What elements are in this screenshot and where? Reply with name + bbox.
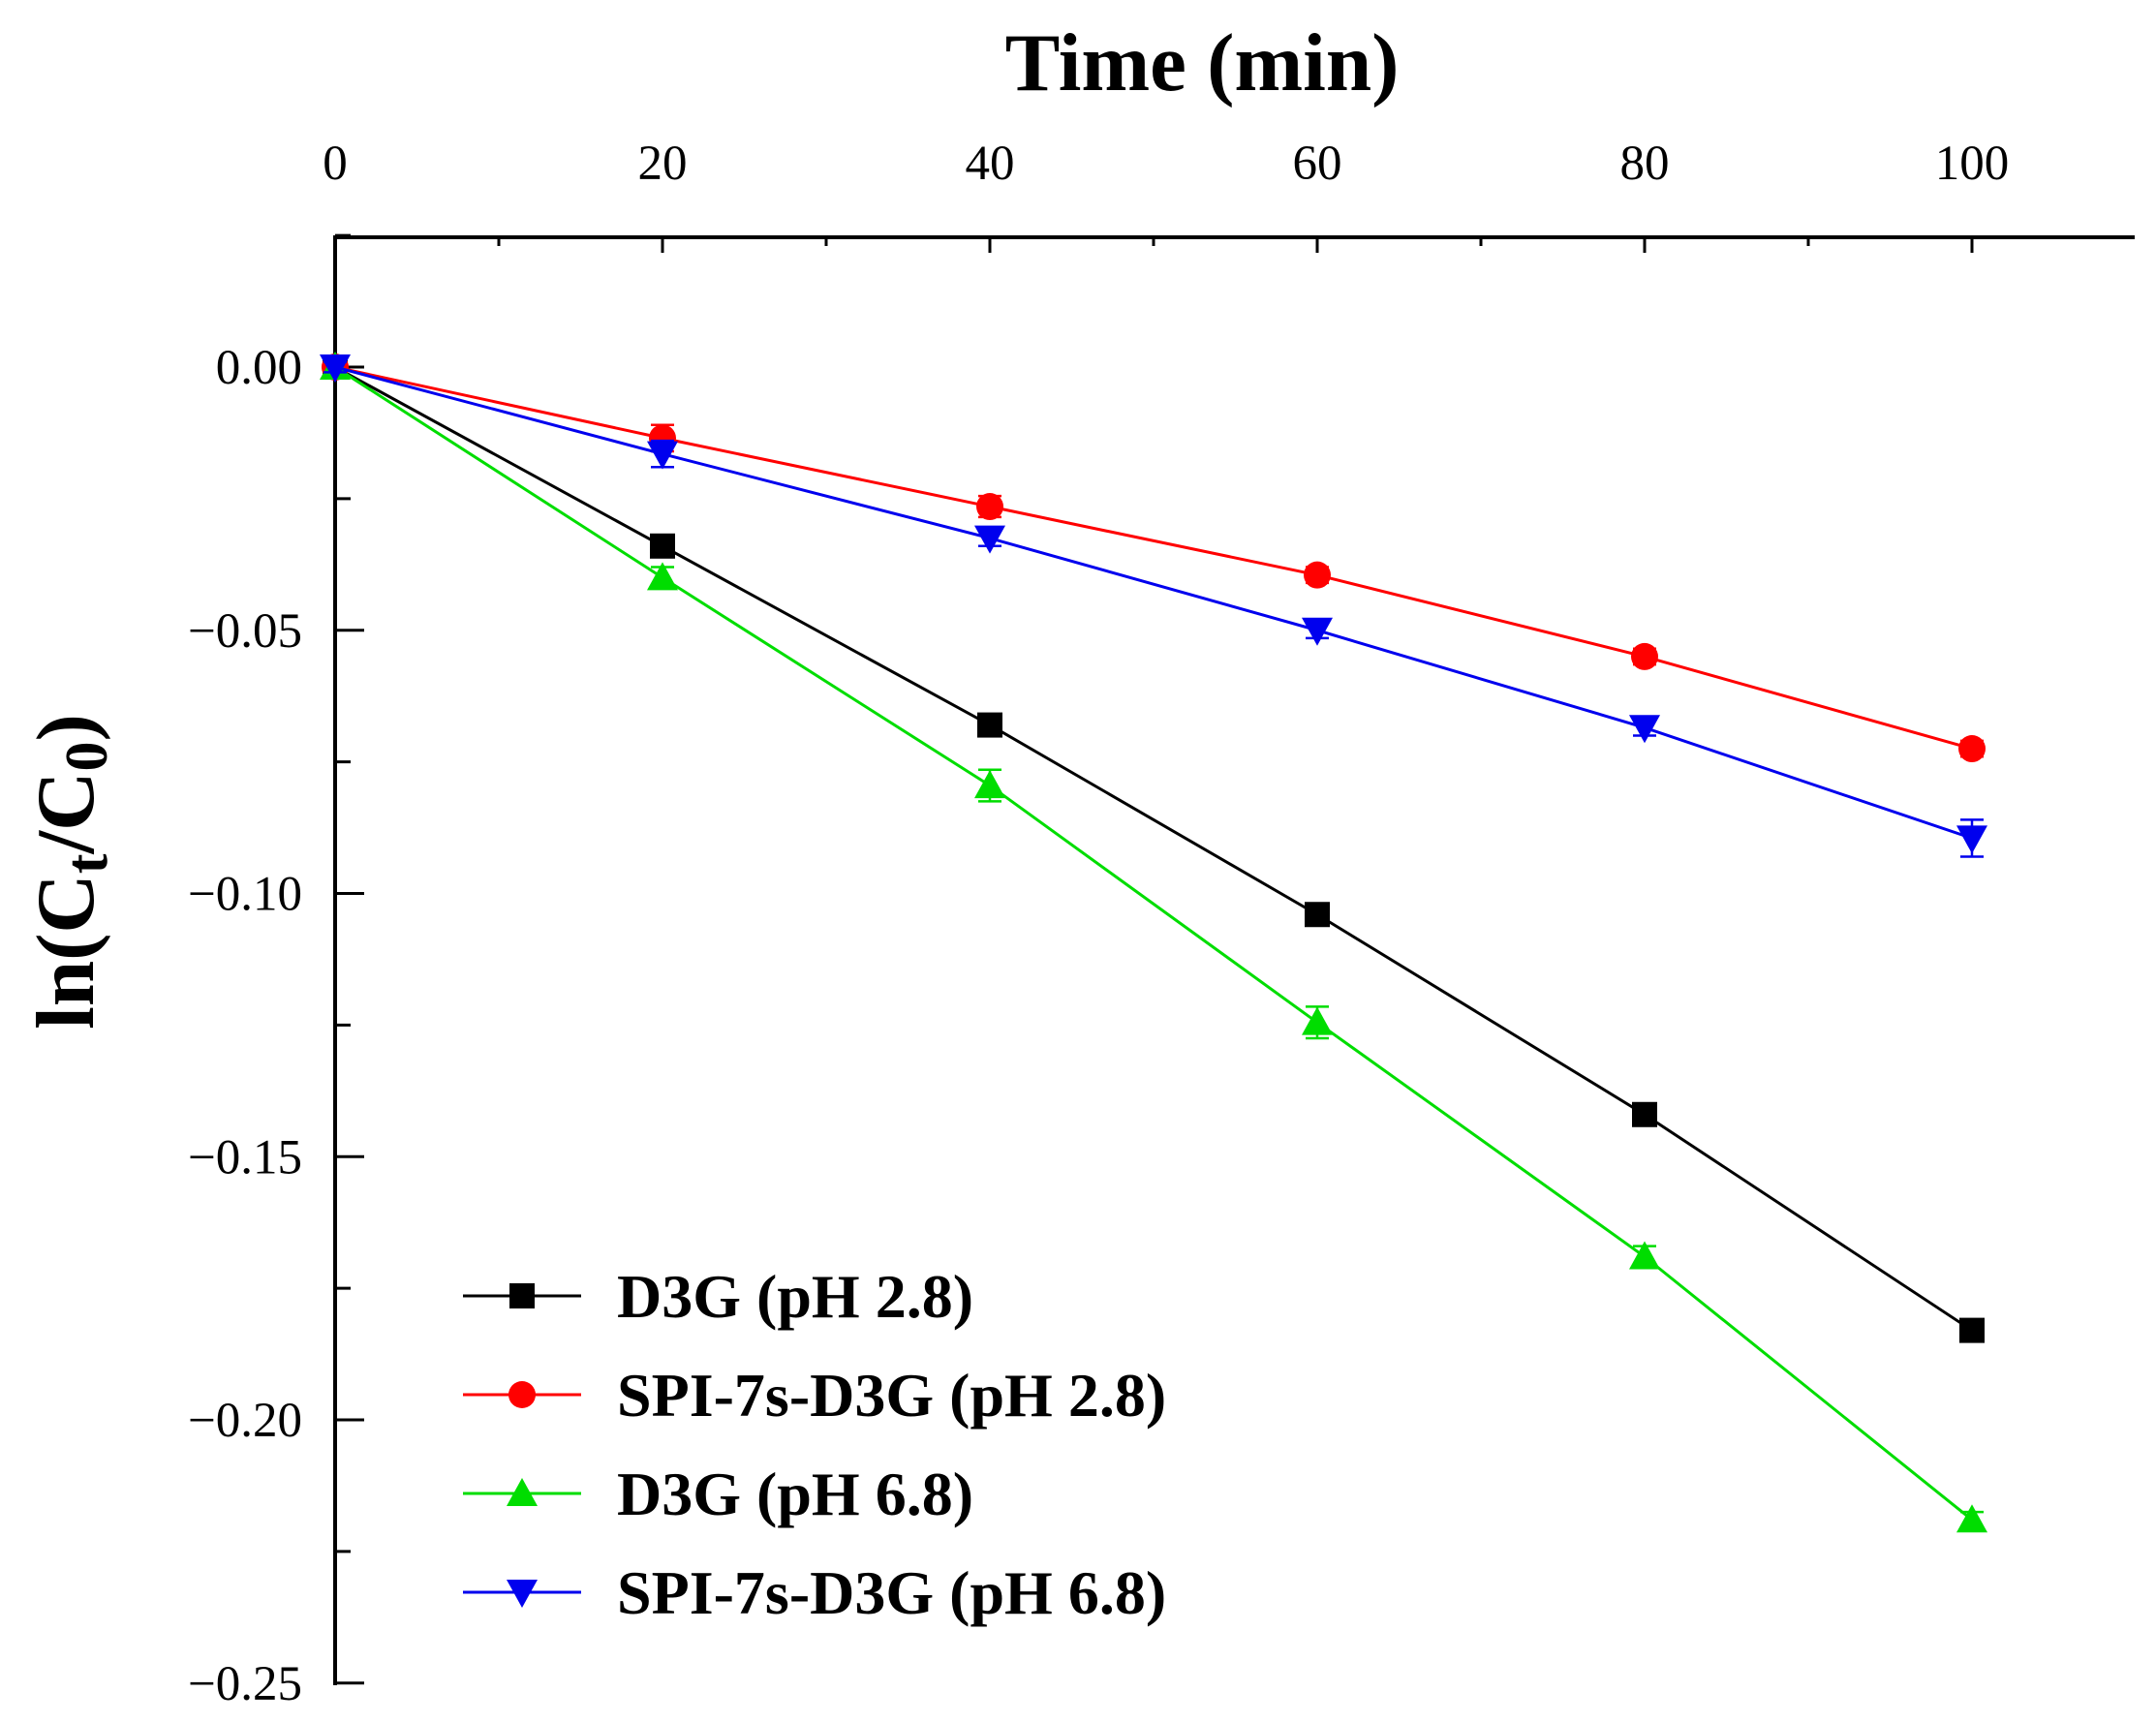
legend-label: SPI-7s-D3G (pH 6.8) [617, 1558, 1166, 1627]
data-point [320, 354, 351, 383]
series-3 [320, 352, 1987, 1533]
series-1 [323, 354, 1985, 1343]
data-point [1956, 825, 1987, 854]
x-tick-label: 40 [966, 137, 1015, 191]
legend-marker [507, 1580, 538, 1608]
y-axis-title-middle: /C [20, 772, 111, 855]
data-point [647, 441, 678, 470]
y-tick-label: −0.15 [188, 1130, 302, 1185]
y-axis-title: ln(Ct/C0) [20, 714, 120, 1030]
data-point [976, 493, 1003, 521]
legend-label: D3G (pH 2.8) [617, 1262, 973, 1331]
data-point [1959, 1317, 1985, 1343]
x-tick-label: 100 [1935, 137, 2010, 191]
y-axis-title-prefix: ln(C [20, 874, 111, 1030]
series-layer [320, 352, 1987, 1533]
legend-label: D3G (pH 6.8) [617, 1460, 973, 1528]
svg-text:ln(Ct/C0): ln(Ct/C0) [20, 714, 120, 1030]
data-point [974, 770, 1005, 799]
data-point [650, 533, 675, 559]
x-ticks: 0 20 40 60 80 100 [323, 137, 2009, 253]
data-point [1302, 1006, 1333, 1035]
legend: D3G (pH 2.8) SPI-7s-D3G (pH 2.8) D3G (pH 6… [463, 1262, 1166, 1627]
series-line [334, 365, 1973, 751]
x-tick-label: 60 [1293, 137, 1342, 191]
series-line [334, 365, 1973, 1332]
series-line [334, 365, 1973, 840]
data-point [1631, 642, 1658, 670]
legend-marker [508, 1381, 536, 1408]
data-point [1956, 1504, 1987, 1533]
x-tick-label: 20 [638, 137, 688, 191]
x-tick-label: 80 [1620, 137, 1670, 191]
legend-marker [509, 1283, 535, 1308]
y-tick-label: −0.10 [188, 868, 302, 922]
data-point [1305, 902, 1330, 928]
x-axis-title: Time (min) [1005, 17, 1400, 108]
y-tick-label: 0.00 [216, 341, 302, 395]
legend-marker [507, 1478, 538, 1506]
series-2 [322, 354, 1986, 763]
y-tick-label: −0.05 [188, 604, 302, 659]
data-point [977, 712, 1002, 738]
y-axis-title-suffix: ) [20, 714, 111, 741]
series-4 [320, 354, 1987, 858]
x-tick-label: 0 [323, 137, 348, 191]
data-point [974, 525, 1005, 554]
y-ticks: 0.00 −0.05 −0.10 −0.15 −0.20 −0.25 [188, 233, 364, 1711]
data-point [1629, 715, 1660, 744]
series-line [334, 365, 1973, 1522]
y-axis-title-sub1: t [54, 853, 120, 874]
data-point [1302, 617, 1333, 646]
data-point [1304, 561, 1331, 589]
y-tick-label: −0.25 [188, 1657, 302, 1711]
data-point [1632, 1101, 1657, 1127]
legend-label: SPI-7s-D3G (pH 2.8) [617, 1361, 1166, 1430]
data-point [1629, 1241, 1660, 1270]
data-point [1958, 735, 1986, 763]
y-axis-title-sub2: 0 [54, 742, 120, 772]
data-point [647, 562, 678, 591]
y-tick-label: −0.20 [188, 1394, 302, 1448]
